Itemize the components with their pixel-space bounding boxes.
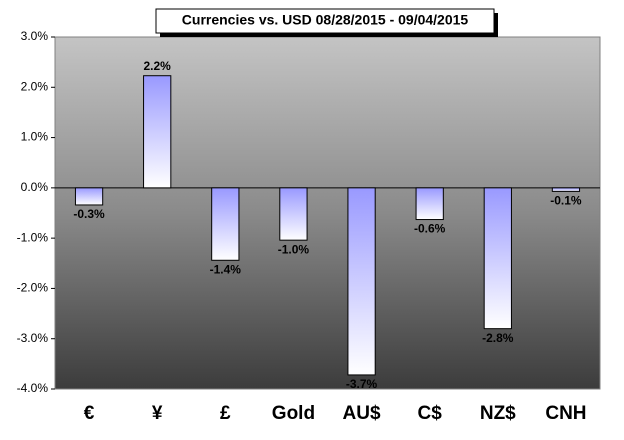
bar [211,187,240,261]
value-label: -1.0% [278,242,310,256]
bar [551,187,581,192]
y-tick-label: -4.0% [17,381,49,395]
y-tick-label: -3.0% [17,331,49,345]
y-tick-label: 0.0% [21,180,49,194]
value-label: -3.7% [346,377,378,391]
bar [74,187,104,206]
bar [483,187,512,330]
bar [143,75,172,189]
value-label: -1.4% [210,262,242,276]
x-tick-label: NZ$ [480,403,516,424]
x-tick-label: Gold [272,403,315,424]
bar [279,187,308,241]
value-label: -0.6% [414,222,446,236]
title-box [155,8,495,34]
y-tick-label: 3.0% [21,29,49,43]
plot-area [54,36,601,390]
x-tick-label: ¥ [152,403,163,424]
y-tick-label: 2.0% [21,79,49,93]
value-label: -0.3% [73,207,105,221]
bar [415,187,444,221]
x-tick-label: CNH [545,403,586,424]
x-tick-label: € [84,403,95,424]
value-label: -2.8% [482,331,514,345]
chart-title: Currencies vs. USD 08/28/2015 - 09/04/20… [182,12,469,28]
x-tick-label: £ [220,403,231,424]
value-label: -0.1% [550,194,582,208]
x-tick-label: C$ [418,403,443,424]
y-tick-label: 1.0% [21,130,49,144]
y-tick-label: -1.0% [17,230,49,244]
bar [347,187,376,376]
x-tick-label: AU$ [343,403,381,424]
value-label: 2.2% [144,59,172,73]
y-tick-label: -2.0% [17,281,49,295]
